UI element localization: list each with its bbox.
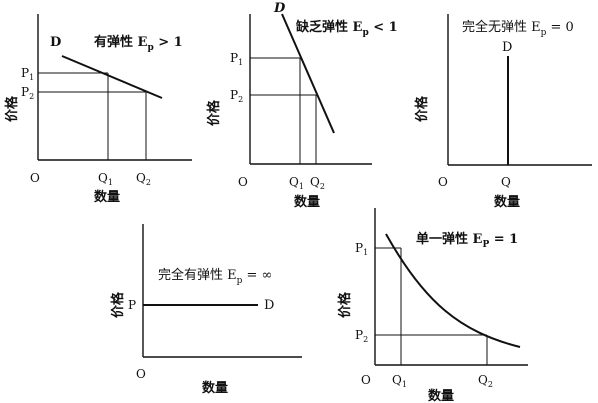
x-axis-label: 数量 [94, 189, 120, 205]
origin-label: O [30, 171, 40, 185]
tick-p2: P2 [21, 85, 34, 101]
panel-title: 缺乏弹性 Ep < 1 [295, 19, 398, 38]
panel-title: 有弹性 Ep > 1 [94, 34, 183, 53]
tick-p1: P1 [21, 66, 34, 82]
tick-p2: P2 [230, 88, 243, 104]
curve-label-d: D [273, 1, 286, 16]
x-axis-label: 数量 [294, 194, 320, 210]
x-axis-label: 数量 [494, 194, 520, 210]
demand-curve [61, 55, 163, 99]
tick-q: Q [501, 175, 511, 189]
tick-q1: Q1 [98, 171, 113, 187]
tick-q2: Q2 [136, 171, 151, 187]
panel-inelastic [249, 13, 372, 165]
tick-p: P [128, 298, 136, 312]
panel-perfectly-inelastic [447, 14, 592, 166]
y-axis-label: 价格 [4, 95, 20, 122]
origin-label: O [238, 175, 248, 189]
y-axis-label: 价格 [414, 95, 430, 122]
origin-label: O [438, 175, 448, 189]
origin-label: O [136, 367, 146, 381]
tick-q1: Q1 [392, 373, 407, 389]
curve-label-d: D [502, 40, 512, 55]
y-axis-label: 价格 [206, 99, 222, 126]
panel-title: 单一弹性 EP = 1 [416, 231, 518, 250]
panel-title: 完全无弹性 Ep = 0 [462, 19, 574, 38]
panel-perfectly-elastic [142, 224, 302, 358]
demand-curve [385, 233, 521, 348]
tick-q1: Q1 [289, 175, 304, 191]
panel-title: 完全有弹性 Ep = ∞ [158, 267, 272, 286]
tick-p2: P2 [355, 328, 368, 344]
y-axis-label: 价格 [337, 291, 353, 318]
x-axis-label: 数量 [202, 380, 228, 396]
curve-label-d: D [264, 298, 274, 313]
tick-q2: Q2 [310, 175, 325, 191]
y-axis-label: 价格 [110, 291, 126, 318]
curve-label-d: D [50, 35, 61, 50]
panel-elastic [37, 14, 192, 161]
x-axis-label: 数量 [428, 388, 454, 403]
tick-q2: Q2 [478, 373, 493, 389]
origin-label: O [361, 373, 371, 387]
tick-p1: P1 [355, 241, 368, 257]
panel-unit-elastic [374, 208, 528, 366]
demand-curve [281, 13, 335, 134]
tick-p1: P1 [230, 51, 243, 67]
